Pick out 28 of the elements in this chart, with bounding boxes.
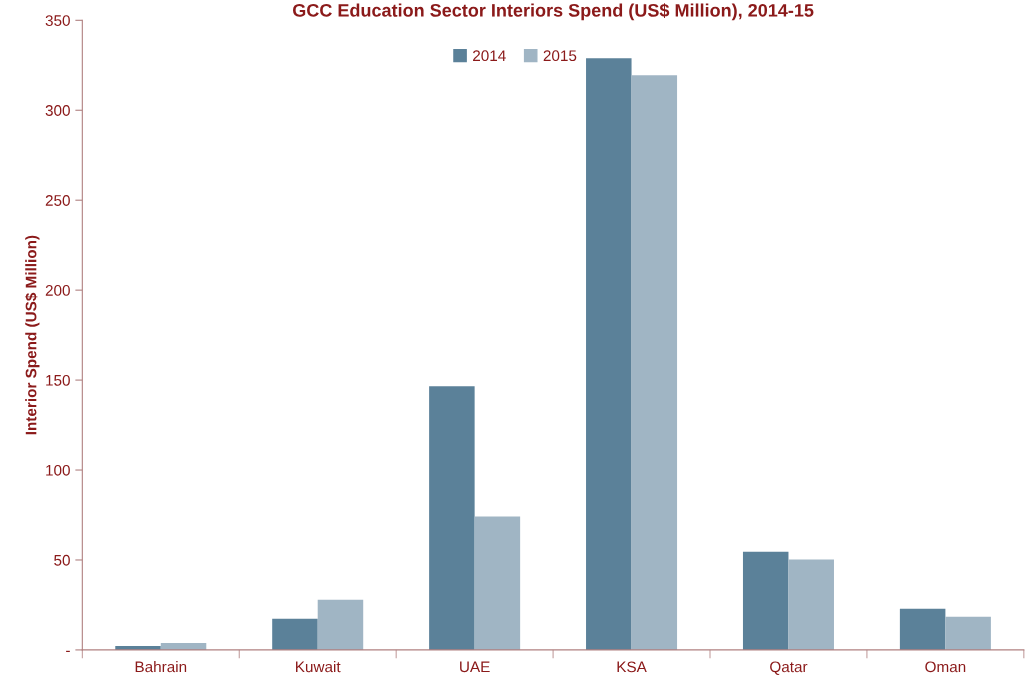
- y-tick-label: 100: [46, 464, 70, 476]
- chart-title: GCC Education Sector Interiors Spend (US$ Million), 2014-15: [292, 3, 814, 21]
- bar: [899, 608, 946, 650]
- y-tick-label: 300: [45, 105, 70, 116]
- x-tick-label: UAE: [460, 661, 490, 673]
- y-tick-label: 250: [45, 195, 70, 206]
- legend-label: 2015: [543, 50, 577, 62]
- y-tick-label: 150: [46, 374, 70, 386]
- x-tick-label: KSA: [617, 661, 647, 673]
- bar: [272, 618, 318, 650]
- x-tick-label: Oman: [925, 661, 966, 673]
- bar: [474, 516, 521, 650]
- y-tick-label: -: [66, 650, 70, 652]
- bar: [742, 551, 789, 650]
- legend-label: 2014: [473, 50, 506, 62]
- x-tick-label: Qatar: [770, 661, 808, 675]
- x-tick-label: Bahrain: [135, 661, 187, 673]
- bar: [945, 616, 991, 650]
- x-tick-label: Kuwait: [296, 661, 341, 673]
- y-tick-label: 200: [45, 285, 70, 296]
- bar: [586, 58, 632, 650]
- y-tick-label: 350: [45, 15, 70, 26]
- bar: [788, 559, 834, 650]
- bar: [429, 386, 475, 650]
- y-axis-title: Interior Spend (US$ Million): [24, 235, 40, 435]
- bar: [317, 599, 364, 650]
- y-tick-label: 50: [54, 554, 70, 566]
- bar: [631, 75, 678, 650]
